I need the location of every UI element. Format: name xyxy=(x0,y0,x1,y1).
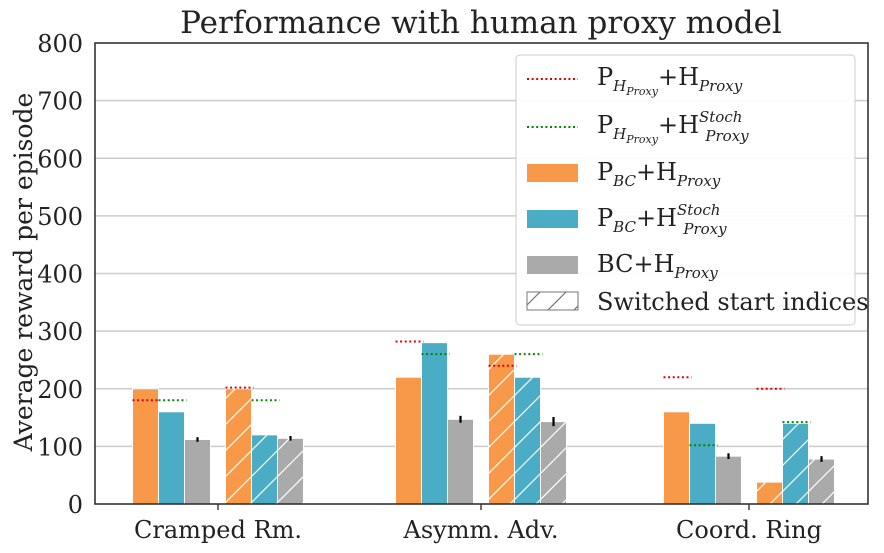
legend-label-phproxy_hproxy_stoch: PHProxy+HStoch Proxy xyxy=(597,108,749,146)
legend-subsub: Proxy xyxy=(625,133,658,146)
reference-markers xyxy=(132,340,811,447)
bar-pbc_hproxy_stoch-original xyxy=(421,342,448,505)
legend-swatch-pbc_hproxy xyxy=(527,164,578,182)
legend-main: P xyxy=(597,111,613,139)
legend-box xyxy=(515,54,856,326)
bar-hatch xyxy=(782,423,809,504)
legend-label-switched: Switched start indices xyxy=(597,288,869,316)
y-tick-label: 300 xyxy=(37,318,83,346)
bar-hatch xyxy=(225,388,252,504)
x-axis-ticks: Cramped Rm. Asymm. Adv. Coord. Ring xyxy=(134,504,822,544)
y-tick-label: 700 xyxy=(37,88,83,116)
legend-sub2: Proxy xyxy=(676,172,721,190)
legend-sub: BC xyxy=(612,172,636,190)
legend-sub2: Proxy xyxy=(674,264,719,282)
bar-pbc_hproxy-original xyxy=(395,376,422,505)
legend-plus: +H xyxy=(633,250,674,278)
legend-sub2: Proxy xyxy=(682,220,727,238)
bar-hatch xyxy=(514,377,541,504)
bar-pbc_hproxy-original xyxy=(132,388,159,505)
legend-sup: Stoch xyxy=(677,201,720,219)
plot-frame xyxy=(94,42,869,505)
y-axis-ticks: 0 100 200 300 400 500 600 700 800 xyxy=(37,30,83,519)
legend-swatch-bc_hproxy xyxy=(527,256,578,274)
y-tick-label: 100 xyxy=(37,433,83,461)
legend-main: BC xyxy=(597,250,633,278)
y-tick-label: 800 xyxy=(37,30,83,58)
bar-hatch xyxy=(488,354,515,504)
legend-plus: +H xyxy=(658,111,699,139)
legend-label-phproxy_hproxy: PHProxy+HProxy xyxy=(597,63,743,98)
legend-subsub: Proxy xyxy=(625,85,658,98)
legend-sub: BC xyxy=(612,218,636,236)
y-tick-label: 200 xyxy=(37,376,83,404)
legend-main: P xyxy=(597,204,613,232)
y-axis-label: Average reward per episode xyxy=(9,93,38,453)
gridlines xyxy=(95,99,868,448)
y-tick-label: 400 xyxy=(37,261,83,289)
legend-sup: Stoch xyxy=(699,108,742,126)
bar-bc_hproxy-original xyxy=(715,455,742,505)
bar-bc_hproxy-original xyxy=(184,438,211,505)
bar-hatch xyxy=(540,421,567,504)
legend-swatch-pbc_hproxy_stoch xyxy=(527,210,578,228)
legend-plus: +H xyxy=(636,158,677,186)
error-bars xyxy=(196,415,823,462)
chart-title: Performance with human proxy model xyxy=(180,5,782,41)
legend-sub2: Proxy xyxy=(698,77,743,95)
bar-hatch xyxy=(756,482,783,504)
legend-label-pbc_hproxy: PBC+HProxy xyxy=(597,158,721,190)
y-tick-label: 600 xyxy=(37,145,83,173)
legend-plus: +H xyxy=(636,204,677,232)
legend-sub: H xyxy=(612,77,627,95)
bar-hatch xyxy=(277,438,304,504)
x-tick-label: Cramped Rm. xyxy=(134,516,302,544)
legend-main: P xyxy=(597,158,613,186)
legend-label-pbc_hproxy_stoch: PBC+HStoch Proxy xyxy=(597,201,727,238)
legend-plus: +H xyxy=(658,63,699,91)
bar-pbc_hproxy_stoch-original xyxy=(158,411,185,505)
bar-pbc_hproxy_stoch-original xyxy=(689,422,716,505)
bar-hatch xyxy=(251,434,278,504)
x-tick-label: Asymm. Adv. xyxy=(402,516,558,544)
bar-hatch xyxy=(808,459,835,504)
y-tick-label: 0 xyxy=(68,491,83,519)
x-tick-label: Coord. Ring xyxy=(676,516,822,544)
legend-swatch-hatch-lines xyxy=(527,292,578,310)
legend-sub: H xyxy=(612,125,627,143)
bar-pbc_hproxy-original xyxy=(663,411,690,505)
y-tick-label: 500 xyxy=(37,203,83,231)
legend-label-bc_hproxy: BC+HProxy xyxy=(597,250,718,282)
bar-bc_hproxy-original xyxy=(447,418,474,505)
bars xyxy=(132,342,835,505)
legend-main: P xyxy=(597,63,613,91)
legend-sub2: Proxy xyxy=(704,127,749,145)
